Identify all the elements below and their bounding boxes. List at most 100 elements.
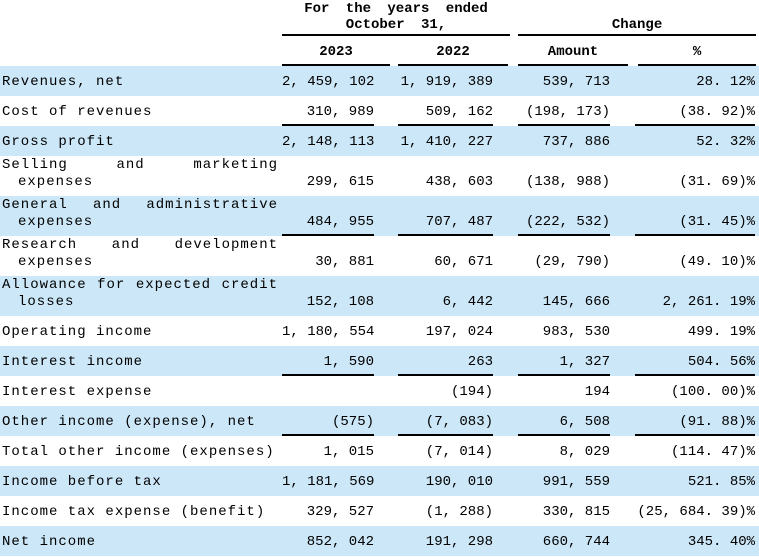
cell-change-amount: 983, 530 [542, 324, 611, 340]
row-label: Other income (expense), net [2, 414, 256, 430]
cell-2023: 1, 015 [323, 444, 374, 460]
table-row-interest-income: Interest income 1, 590 263 1, 327 504. 5… [0, 346, 759, 376]
header-spacer-cell [0, 0, 282, 36]
cell-change-percent: 504. 56% [635, 346, 759, 376]
row-label: Income before tax [2, 474, 162, 490]
cell-change-amount: 991, 559 [542, 474, 611, 490]
table-row-allowance-credit-losses: Allowance for expected credit losses 152… [0, 276, 759, 316]
table-row-selling-marketing-expenses: Selling and marketing expenses 299, 615 … [0, 156, 759, 196]
cell-2022: (7, 083) [398, 406, 518, 436]
cell-change-percent: (31. 45)% [635, 196, 759, 236]
table-row-total-other-income-expenses: Total other income (expenses) 1, 015 (7,… [0, 436, 759, 466]
cell-2022: 191, 298 [425, 534, 494, 550]
table-row-general-admin-expenses: General and administrative expenses 484,… [0, 196, 759, 236]
header-group-row: For the years ended October 31, Change [0, 0, 759, 36]
cell-2023: 2, 148, 113 [282, 134, 375, 150]
cell-2022: 707, 487 [398, 196, 518, 236]
years-group-line1: For the years ended [304, 1, 488, 17]
cell-2023: 310, 989 [282, 96, 398, 126]
cell-change-amount: 8, 029 [559, 444, 611, 460]
table-row-cost-of-revenues: Cost of revenues 310, 989 509, 162 (198,… [0, 96, 759, 126]
cell-2022: (194) [451, 384, 494, 400]
cell-2023: (575) [282, 406, 398, 436]
cell-2022: 60, 671 [434, 254, 494, 270]
cell-change-amount: (138, 988) [526, 174, 611, 190]
table-row-operating-income: Operating income 1, 180, 554 197, 024 98… [0, 316, 759, 346]
header-columns-row: 2023 2022 Amount % [0, 36, 759, 66]
col-header-2023: 2023 [282, 36, 398, 66]
cell-2022: 263 [398, 346, 518, 376]
cell-2023: 329, 527 [306, 504, 374, 520]
cell-change-percent: 499. 19% [687, 324, 756, 340]
cell-change-amount: 145, 666 [542, 294, 611, 310]
cell-change-percent: 52. 32% [696, 134, 756, 150]
row-label: Interest income [2, 354, 144, 370]
cell-2023: 30, 881 [315, 254, 374, 270]
cell-change-amount: (198, 173) [518, 96, 635, 126]
cell-change-amount: 660, 744 [542, 534, 611, 550]
row-label: Operating income [2, 324, 153, 340]
cell-change-amount: 539, 713 [542, 74, 611, 90]
cell-2022: 197, 024 [425, 324, 494, 340]
row-label: Gross profit [2, 134, 115, 150]
col-header-amount: Amount [518, 36, 635, 66]
row-label: Income tax expense (benefit) [2, 504, 266, 520]
row-label: General and administrative expenses [2, 197, 278, 230]
years-group-line2: October 31, [345, 17, 447, 33]
cell-2022: 1, 919, 389 [400, 74, 494, 90]
table-row-income-before-tax: Income before tax 1, 181, 569 190, 010 9… [0, 466, 759, 496]
cell-change-percent: (31. 69)% [679, 174, 756, 190]
years-group-header-cell: For the years ended October 31, [282, 0, 518, 36]
cell-2023: 1, 181, 569 [282, 474, 375, 490]
cell-2023: 1, 590 [282, 346, 398, 376]
col-header-percent: % [635, 36, 759, 66]
cell-change-percent: (38. 92)% [635, 96, 759, 126]
cell-2023: 2, 459, 102 [282, 74, 375, 90]
cell-2022: 438, 603 [425, 174, 494, 190]
table-row-research-development-expenses: Research and development expenses 30, 88… [0, 236, 759, 276]
cell-2022: 190, 010 [425, 474, 494, 490]
row-label: Cost of revenues [2, 104, 153, 120]
cell-change-percent: (100. 00)% [671, 384, 756, 400]
cell-2023: 299, 615 [306, 174, 374, 190]
cell-change-percent: 345. 40% [687, 534, 756, 550]
header-spacer-cell [0, 36, 282, 66]
years-group-header: For the years ended October 31, [282, 1, 511, 36]
cell-change-amount: (29, 790) [534, 254, 611, 270]
cell-change-percent: 521. 85% [687, 474, 756, 490]
cell-2022: (1, 288) [425, 504, 494, 520]
cell-2023: 852, 042 [306, 534, 374, 550]
cell-change-amount: 194 [584, 384, 611, 400]
change-group-header-cell: Change [518, 0, 759, 36]
cell-2022: 509, 162 [398, 96, 518, 126]
change-group-header: Change [518, 17, 757, 36]
row-label: Total other income (expenses) [2, 444, 275, 460]
cell-change-percent: (49. 10)% [679, 254, 756, 270]
table-row-other-income-expense-net: Other income (expense), net (575) (7, 08… [0, 406, 759, 436]
cell-change-amount: 1, 327 [518, 346, 635, 376]
cell-change-percent: 2, 261. 19% [662, 294, 756, 310]
cell-change-amount: 737, 886 [542, 134, 611, 150]
cell-2023: 1, 180, 554 [282, 324, 375, 340]
table-row-interest-expense: Interest expense (194) 194 (100. 00)% [0, 376, 759, 406]
row-label: Research and development expenses [2, 237, 278, 270]
row-label: Selling and marketing expenses [2, 157, 278, 190]
cell-change-percent: (91. 88)% [635, 406, 759, 436]
cell-2023: 484, 955 [282, 196, 398, 236]
cell-change-amount: 6, 508 [518, 406, 635, 436]
cell-change-amount: 330, 815 [542, 504, 611, 520]
row-label: Revenues, net [2, 74, 125, 90]
cell-change-percent: (25, 684. 39)% [637, 504, 756, 520]
cell-change-amount: (222, 532) [518, 196, 635, 236]
cell-change-percent: 28. 12% [696, 74, 756, 90]
table-row-net-income: Net income 852, 042 191, 298 660, 744 34… [0, 526, 759, 556]
row-label: Net income [2, 534, 97, 550]
row-label: Interest expense [2, 384, 153, 400]
col-header-2022: 2022 [398, 36, 518, 66]
cell-2023: 152, 108 [306, 294, 374, 310]
cell-2023 [282, 376, 398, 406]
table-row-revenues-net: Revenues, net 2, 459, 102 1, 919, 389 53… [0, 66, 759, 96]
table-row-gross-profit: Gross profit 2, 148, 113 1, 410, 227 737… [0, 126, 759, 156]
cell-2022: (7, 014) [425, 444, 494, 460]
